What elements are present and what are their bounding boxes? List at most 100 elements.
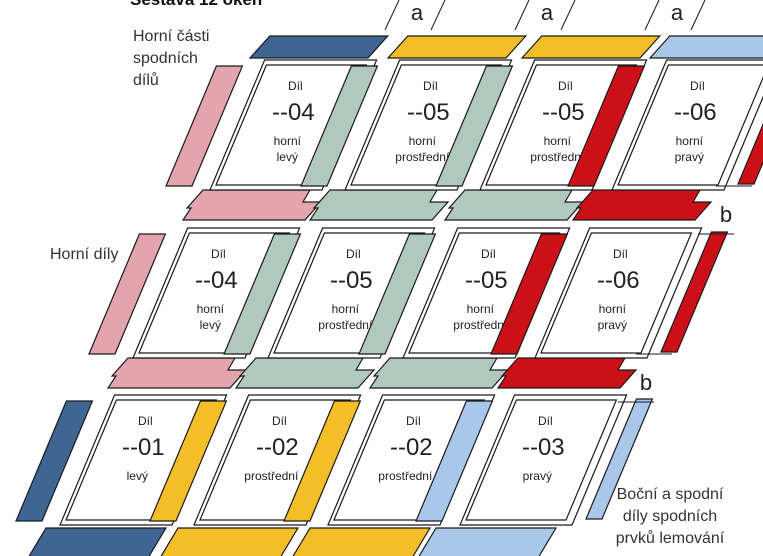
window-part-desc: horní	[599, 302, 627, 316]
flank-bar-right	[585, 398, 654, 520]
window-inner-frame	[617, 64, 763, 186]
connector-row-1	[181, 189, 713, 221]
diagram-title: Sestava 12 oken	[130, 0, 262, 10]
label-side-parts: Boční a spodní díly spodních prvků lemov…	[590, 484, 750, 550]
top-cap-strip	[520, 35, 662, 59]
window-part-word: Díl	[272, 414, 287, 428]
window-part-word: Díl	[690, 79, 705, 93]
window-part-desc: prostřední	[378, 469, 433, 483]
window-part-code: --05	[407, 99, 450, 126]
window-part-code: --06	[674, 99, 717, 126]
window-part-desc: pravý	[523, 469, 552, 483]
connector-strip	[368, 357, 510, 389]
window-row-bottom: Díl --01 levý Díl --02 prostřední Díl --02 prost…	[15, 394, 654, 526]
dimension-tick	[690, 0, 706, 31]
flank-bar-right	[660, 231, 729, 353]
window-part-code: --01	[122, 434, 165, 461]
window-part-word: Díl	[406, 414, 421, 428]
window-part-word: Díl	[558, 79, 573, 93]
connector-strip	[106, 357, 248, 389]
window-part-desc: prostřední	[244, 469, 299, 483]
window-frame	[534, 227, 703, 359]
top-cap-strip	[386, 35, 528, 59]
window-part-desc: prostřední	[395, 150, 450, 164]
flank-bar-left	[300, 65, 379, 187]
window-part-desc: levý	[277, 150, 298, 164]
dimension-tick	[430, 0, 446, 31]
window-part-desc: pravý	[675, 150, 704, 164]
dimension-tick	[514, 0, 530, 31]
bottom-strip	[292, 527, 432, 556]
window-part-code: --05	[542, 99, 585, 126]
bottom-strip	[28, 527, 168, 556]
top-cap-strip	[648, 35, 763, 59]
window-part-word: Díl	[538, 414, 553, 428]
window-part-code: --02	[256, 434, 299, 461]
flank-bar-left	[358, 233, 437, 355]
connector-strip	[234, 357, 376, 389]
flank-bar-left	[223, 233, 302, 355]
flank-bar-left	[15, 400, 94, 522]
window-part-code: --05	[465, 267, 508, 294]
window-part-word: Díl	[138, 414, 153, 428]
window-part-desc: horní	[467, 302, 495, 316]
bottom-strip	[418, 527, 558, 556]
connector-strip	[308, 189, 450, 221]
flank-bar-left	[490, 233, 569, 355]
top-cap-strip	[248, 35, 390, 59]
bottom-strips	[28, 527, 558, 556]
window-part-code: --06	[597, 267, 640, 294]
dimension-label-b: b	[640, 370, 652, 395]
window-inner-frame	[465, 399, 618, 521]
window-part-desc: horní	[676, 134, 704, 148]
dimension-label-a: a	[411, 0, 424, 25]
window-part-desc: pravý	[598, 318, 627, 332]
connector-strip	[443, 189, 585, 221]
dimension-b-markers: bb	[618, 185, 752, 403]
window-row-middle: Díl --04 horní levý Díl --05 horní prostřední Dí…	[88, 227, 729, 359]
connector-strip	[181, 189, 323, 221]
label-upper-row: Horní díly	[50, 246, 119, 263]
window-part-word: Díl	[613, 247, 628, 261]
window-row-top: Díl --04 horní levý Díl --05 horní prostřední Dí…	[165, 59, 763, 191]
window-frame	[459, 394, 628, 526]
window-part-code: --03	[522, 434, 565, 461]
window-part-word: Díl	[423, 79, 438, 93]
window-part-desc: levý	[127, 469, 148, 483]
bottom-strip	[160, 527, 300, 556]
window-part-code: --04	[195, 267, 238, 294]
label-upper-parts: Horní části spodních dílů	[133, 26, 253, 92]
flank-bar-left	[283, 400, 362, 522]
window-part-desc: levý	[200, 318, 221, 332]
window-part-desc: prostřední	[453, 318, 508, 332]
connector-row-2	[106, 357, 638, 389]
window-part-desc: horní	[544, 134, 572, 148]
window-part-desc: prostřední	[530, 150, 585, 164]
flank-bar-left	[415, 400, 494, 522]
flank-bar-left	[88, 233, 167, 355]
window-frame	[611, 59, 763, 191]
window-part-code: --05	[330, 267, 373, 294]
flank-bar-left	[567, 65, 646, 187]
window-part-desc: horní	[409, 134, 437, 148]
connector-strip	[496, 357, 638, 389]
window-part-desc: horní	[197, 302, 225, 316]
label-upper-parts-line-3: dílů	[133, 72, 159, 89]
label-side-parts-line-1: Boční a spodní	[616, 486, 724, 503]
window-part-desc: horní	[274, 134, 302, 148]
dimension-tick	[644, 0, 660, 31]
flank-bar-right	[737, 122, 763, 185]
label-upper-parts-line-1: Horní části	[133, 28, 210, 45]
window-part-word: Díl	[211, 247, 226, 261]
window-part-word: Díl	[288, 79, 303, 93]
dimension-tick	[384, 0, 400, 31]
window-part-desc: horní	[332, 302, 360, 316]
dimension-label-a: a	[671, 0, 684, 25]
label-upper-parts-line-2: spodních	[133, 50, 198, 67]
connector-strip	[571, 189, 713, 221]
dimension-label-b: b	[720, 202, 732, 227]
window-inner-frame	[540, 232, 693, 354]
window-part-code: --04	[272, 99, 315, 126]
